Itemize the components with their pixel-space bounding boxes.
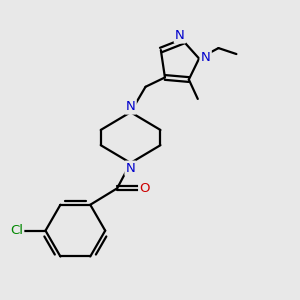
Text: N: N [175,29,185,42]
Text: O: O [140,182,150,195]
Text: Cl: Cl [10,224,23,237]
Text: N: N [201,50,211,64]
Text: N: N [126,162,136,175]
Text: N: N [126,100,136,113]
